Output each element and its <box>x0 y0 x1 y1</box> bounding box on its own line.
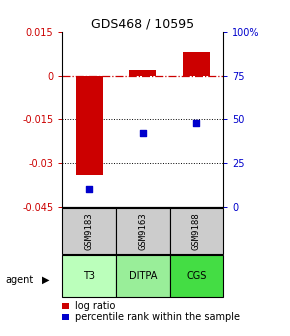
Text: GSM9188: GSM9188 <box>192 212 201 250</box>
Text: agent: agent <box>6 275 34 285</box>
Bar <box>62 208 116 254</box>
Bar <box>62 255 116 297</box>
Title: GDS468 / 10595: GDS468 / 10595 <box>91 18 194 31</box>
Bar <box>170 255 223 297</box>
Text: ▶: ▶ <box>42 275 50 285</box>
Text: GSM9163: GSM9163 <box>138 212 147 250</box>
Text: log ratio: log ratio <box>75 301 115 311</box>
Bar <box>170 208 223 254</box>
Text: CGS: CGS <box>186 271 207 281</box>
Bar <box>116 255 170 297</box>
Bar <box>183 52 210 76</box>
Text: percentile rank within the sample: percentile rank within the sample <box>75 312 240 322</box>
Point <box>87 186 92 192</box>
Text: T3: T3 <box>83 271 95 281</box>
Text: GSM9183: GSM9183 <box>85 212 94 250</box>
Bar <box>129 70 156 76</box>
Bar <box>76 76 103 175</box>
Bar <box>116 208 170 254</box>
Point <box>141 131 145 136</box>
Text: DITPA: DITPA <box>129 271 157 281</box>
Point <box>194 120 199 125</box>
